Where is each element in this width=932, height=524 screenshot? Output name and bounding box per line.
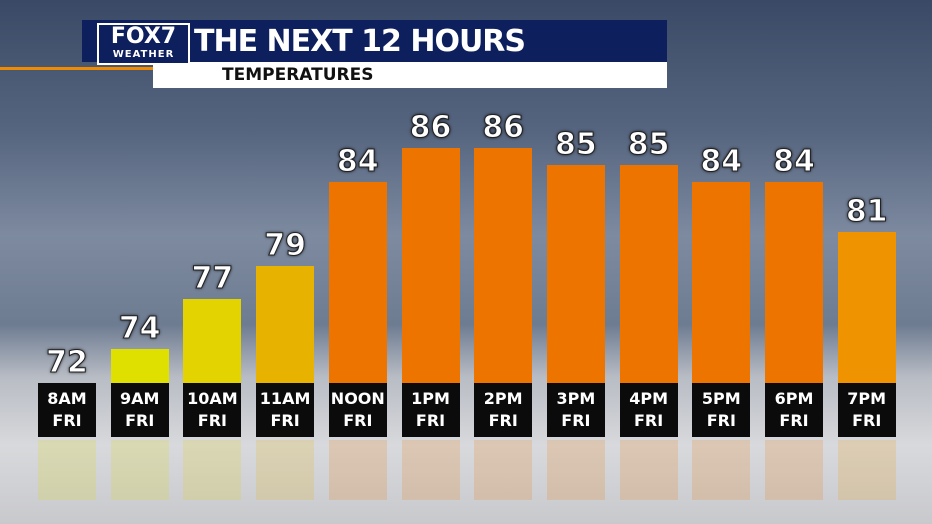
x-tick-label: 8AM FRI: [47, 389, 87, 430]
value-label: 74: [118, 311, 161, 347]
x-tick-label: 6PM FRI: [774, 389, 814, 430]
value-label: 84: [336, 143, 379, 179]
x-tick-label: 10AM FRI: [187, 389, 238, 430]
reflection: [110, 440, 169, 500]
x-tick-label: 3PM FRI: [556, 389, 596, 430]
reflection: [401, 440, 460, 500]
x-tick-label-box: 5PM FRI: [692, 383, 751, 437]
x-tick-label-box: 7PM FRI: [837, 383, 896, 437]
logo-tag: WEATHER: [112, 49, 175, 60]
bar: [619, 164, 678, 383]
logo: FOX7 WEATHER: [97, 23, 190, 65]
value-label: 84: [700, 143, 743, 179]
x-tick-label-box: 9AM FRI: [110, 383, 169, 437]
bar: [474, 148, 533, 383]
value-label: 84: [773, 143, 816, 179]
value-label: 81: [845, 194, 888, 230]
x-tick-label: 11AM FRI: [259, 389, 311, 430]
x-tick-label: 5PM FRI: [701, 389, 741, 430]
value-label: 86: [482, 110, 525, 146]
x-tick-label-box: 11AM FRI: [256, 383, 315, 437]
bar: [328, 181, 387, 383]
subtitle-bar: [153, 62, 667, 88]
x-tick-label-box: 4PM FRI: [619, 383, 678, 437]
x-tick-label-box: 3PM FRI: [546, 383, 605, 437]
chart-title: THE NEXT 12 HOURS: [194, 24, 526, 59]
logo-name: FOX7: [110, 24, 177, 49]
x-tick-label-box: 8AM FRI: [38, 383, 96, 437]
bar: [692, 181, 751, 383]
reflection: [765, 440, 823, 500]
value-label: 79: [264, 227, 307, 263]
reflection: [692, 440, 751, 500]
x-tick-label-box: 2PM FRI: [474, 383, 533, 437]
x-tick-label: NOON FRI: [330, 389, 385, 430]
reflection: [619, 440, 678, 500]
bar: [546, 164, 605, 383]
reflection: [328, 440, 387, 500]
x-tick-label: 7PM FRI: [847, 389, 887, 430]
reflection: [38, 440, 96, 500]
bar: [837, 232, 896, 383]
bar: [765, 181, 823, 383]
x-tick-label: 2PM FRI: [483, 389, 523, 430]
value-label: 85: [627, 126, 670, 162]
bar: [110, 349, 169, 383]
x-tick-label: 4PM FRI: [629, 389, 668, 430]
x-tick-label-box: 1PM FRI: [401, 383, 460, 437]
accent-line: [0, 67, 153, 70]
value-label: 85: [555, 126, 598, 162]
reflection: [546, 440, 605, 500]
x-tick-label-box: 10AM FRI: [183, 383, 242, 437]
x-tick-label: 9AM FRI: [119, 389, 160, 430]
bar: [256, 265, 315, 383]
reflection: [474, 440, 533, 500]
bar: [183, 299, 242, 383]
x-tick-label-box: NOON FRI: [328, 383, 387, 437]
value-label: 72: [46, 345, 89, 381]
x-tick-label: 1PM FRI: [411, 389, 450, 430]
chart-subtitle: TEMPERATURES: [222, 65, 374, 85]
bar: [401, 148, 460, 383]
value-label: 86: [409, 110, 452, 146]
reflection: [837, 440, 896, 500]
value-label: 77: [191, 261, 234, 297]
reflection: [256, 440, 315, 500]
x-tick-label-box: 6PM FRI: [765, 383, 823, 437]
reflection: [183, 440, 242, 500]
